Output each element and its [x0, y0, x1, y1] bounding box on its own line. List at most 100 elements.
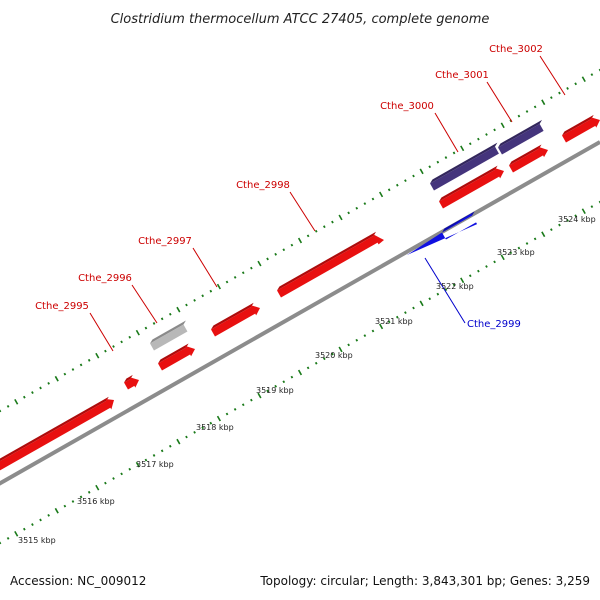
scale-tick: [419, 168, 424, 175]
scale-tick: [331, 220, 334, 224]
scale-tick: [79, 495, 83, 499]
scale-tick: [477, 269, 480, 273]
scale-tick: [533, 105, 537, 109]
scale-tick: [395, 315, 399, 319]
scale-tick: [216, 283, 221, 290]
scale-tick: [112, 345, 115, 348]
scale-tick: [14, 398, 19, 405]
scale-tick: [525, 242, 529, 245]
scale-tick: [581, 208, 586, 215]
gene-arrow-pseudo: [150, 320, 188, 351]
scale-tick: [22, 395, 26, 399]
scale-tick: [233, 407, 237, 411]
gene-arrow-reverse: [407, 211, 478, 255]
scale-tick: [428, 165, 432, 169]
scale-tick: [306, 366, 310, 370]
label-leader-line: [289, 191, 316, 232]
scale-tick: [112, 477, 115, 480]
scale-tick: [558, 91, 561, 95]
gene-arrow-rna: [430, 142, 499, 191]
scale-tick: [209, 289, 213, 293]
scale-tick: [79, 363, 83, 367]
scale-tick: [233, 275, 237, 279]
scale-tick: [347, 343, 350, 347]
scale-tick: [306, 234, 310, 238]
scale-tick: [550, 96, 553, 100]
scale-tick: [347, 211, 350, 215]
scale-label: 3518 kbp: [196, 423, 234, 432]
scale-tick: [193, 299, 196, 302]
gene-arrow-forward: [0, 396, 114, 471]
scale-tick: [87, 490, 91, 494]
gene-label: Cthe_3001: [435, 70, 489, 81]
scale-tick: [54, 507, 59, 514]
scale-tick: [266, 389, 269, 393]
scale-tick: [574, 82, 578, 86]
scale-tick: [493, 260, 496, 264]
scale-tick: [225, 412, 229, 416]
scale-tick: [71, 368, 75, 371]
scale-tick: [71, 500, 75, 503]
scale-tick: [468, 274, 472, 278]
gene-label: Cthe_3000: [380, 101, 434, 112]
scale-tick: [95, 484, 100, 491]
scale-tick: [201, 294, 205, 298]
scale-label: 3523 kbp: [497, 248, 535, 257]
scale-tick: [452, 283, 456, 287]
scale-tick: [314, 361, 318, 365]
scale-tick: [193, 431, 196, 434]
scale-tick: [297, 369, 303, 376]
scale-tick: [395, 183, 399, 187]
scale-tick: [168, 444, 172, 448]
scale-tick: [322, 225, 326, 229]
scale-tick: [550, 228, 553, 232]
scale-tick: [525, 110, 529, 113]
scale-tick: [493, 128, 496, 132]
gene-arrow-forward: [211, 302, 260, 337]
gene-labels: Cthe_2995 Cthe_2996 Cthe_2997 Cthe_2998 Cthe…: [35, 44, 543, 330]
scale-tick: [541, 231, 546, 238]
scale-tick: [274, 384, 278, 388]
scale-tick: [379, 191, 384, 198]
scale-tick: [500, 122, 505, 129]
scale-tick: [477, 137, 480, 141]
label-leader-line: [539, 55, 566, 96]
scale-tick: [419, 300, 424, 307]
scale-tick: [566, 219, 569, 222]
scale-tick: [517, 246, 521, 250]
scale-tick: [104, 481, 107, 485]
label-leader-line: [486, 81, 513, 123]
scale-tick: [517, 114, 521, 118]
gene-arrow-forward: [277, 231, 384, 298]
scale-tick: [379, 323, 384, 330]
gene-arrow-forward: [439, 165, 504, 209]
scale-tick: [14, 530, 19, 537]
accession-text: Accession: NC_009012: [10, 574, 146, 588]
scale-tick: [574, 214, 578, 218]
scale-tick: [404, 311, 407, 314]
scale-tick: [185, 435, 188, 439]
scale-tick: [590, 205, 594, 209]
label-leader-line: [434, 112, 459, 153]
scale-tick: [241, 271, 245, 275]
scale-tick: [387, 188, 391, 192]
scale-tick: [363, 202, 367, 206]
gene-arrow-forward: [562, 114, 600, 143]
scale-tick: [322, 357, 326, 361]
topology-summary: Topology: circular; Length: 3,843,301 bp…: [259, 574, 590, 588]
scale-tick: [152, 322, 156, 325]
scale-tick: [63, 372, 67, 376]
scale-tick: [128, 335, 132, 339]
scale-tick: [39, 386, 42, 390]
scale-tick: [274, 252, 278, 256]
scale-tick: [541, 99, 546, 106]
scale-labels: 3515 kbp 3516 kbp 3517 kbp 3518 kbp 3519 kbp…: [18, 215, 596, 545]
scale-tick: [338, 346, 343, 353]
scale-tick: [22, 527, 26, 531]
scale-tick: [485, 265, 488, 268]
scale-tick: [468, 142, 472, 146]
scale-label: 3520 kbp: [315, 351, 353, 360]
scale-tick: [185, 303, 188, 307]
scale-tick: [290, 243, 294, 247]
scale-tick: [355, 338, 359, 342]
